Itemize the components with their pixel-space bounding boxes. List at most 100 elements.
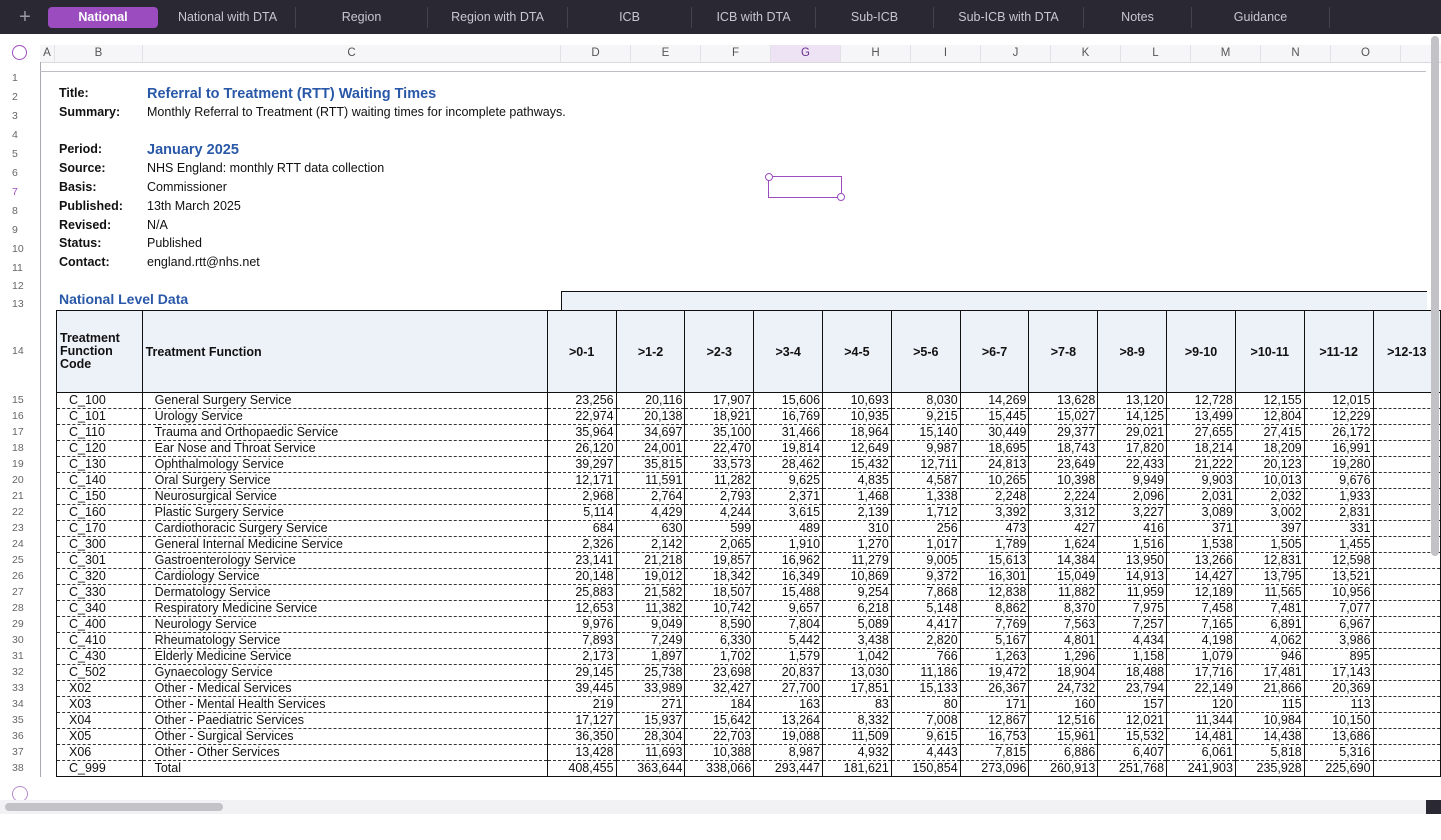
name-cell[interactable]: Other - Paediatric Services	[141, 712, 548, 729]
sheet-tab[interactable]: National	[48, 7, 158, 28]
name-cell[interactable]: Trauma and Orthopaedic Service	[141, 424, 548, 441]
sheet-tab[interactable]: Region	[296, 7, 428, 28]
value-cell-cut-off[interactable]	[1372, 600, 1441, 617]
value-cell[interactable]: 11,279	[822, 552, 892, 569]
value-cell[interactable]: 17,127	[546, 712, 617, 729]
value-cell[interactable]: 489	[753, 520, 824, 537]
value-cell[interactable]: 13,521	[1303, 568, 1374, 585]
code-cell[interactable]: X03	[56, 696, 143, 713]
value-cell[interactable]: 15,140	[890, 424, 961, 441]
value-cell[interactable]: 25,738	[615, 664, 686, 681]
value-cell[interactable]: 163	[753, 696, 824, 713]
value-cell[interactable]: 16,769	[753, 408, 824, 425]
value-cell[interactable]: 16,349	[753, 568, 824, 585]
column-header[interactable]: I	[911, 45, 981, 62]
value-cell[interactable]: 13,499	[1166, 408, 1236, 425]
row-header[interactable]: 8	[12, 205, 18, 217]
value-cell[interactable]: 4,443	[890, 744, 961, 761]
name-cell[interactable]: Total	[141, 760, 548, 777]
value-cell-cut-off[interactable]	[1372, 616, 1441, 633]
name-cell[interactable]: General Internal Medicine Service	[141, 536, 548, 553]
value-cell[interactable]: 15,027	[1028, 408, 1099, 425]
row-header[interactable]: 23	[12, 522, 24, 534]
value-cell[interactable]: 33,989	[615, 680, 686, 697]
value-cell[interactable]: 12,728	[1166, 392, 1236, 409]
row-header[interactable]: 19	[12, 458, 24, 470]
value-cell[interactable]: 12,598	[1303, 552, 1374, 569]
value-cell[interactable]: 427	[1028, 520, 1099, 537]
value-cell[interactable]: 1,702	[684, 648, 755, 665]
value-cell[interactable]: 34,697	[615, 424, 686, 441]
sheet-tab[interactable]: National with DTA	[160, 7, 296, 28]
value-cell[interactable]: 15,133	[890, 680, 961, 697]
value-cell[interactable]: 21,582	[615, 584, 686, 601]
value-cell[interactable]: 18,695	[959, 440, 1030, 457]
value-cell[interactable]: 1,789	[959, 536, 1030, 553]
value-cell[interactable]: 7,165	[1166, 616, 1236, 633]
value-cell[interactable]: 473	[959, 520, 1030, 537]
code-cell[interactable]: C_130	[56, 456, 143, 473]
value-cell[interactable]: 630	[615, 520, 686, 537]
value-cell[interactable]: 24,813	[959, 456, 1030, 473]
value-cell-cut-off[interactable]	[1372, 472, 1441, 489]
value-cell[interactable]: 35,100	[684, 424, 755, 441]
value-cell[interactable]: 2,248	[959, 488, 1030, 505]
value-cell[interactable]: 113	[1303, 696, 1374, 713]
selected-cell[interactable]	[765, 173, 845, 201]
value-cell[interactable]: 12,229	[1303, 408, 1374, 425]
value-cell[interactable]: 2,793	[684, 488, 755, 505]
value-cell[interactable]: 260,913	[1028, 760, 1099, 777]
value-cell[interactable]: 256	[890, 520, 961, 537]
column-header[interactable]: H	[841, 45, 911, 62]
value-cell-cut-off[interactable]	[1372, 648, 1441, 665]
value-cell[interactable]: 7,815	[959, 744, 1030, 761]
value-cell[interactable]: 1,505	[1234, 536, 1305, 553]
value-cell[interactable]: 1,158	[1097, 648, 1168, 665]
code-cell[interactable]: X02	[56, 680, 143, 697]
value-cell[interactable]: 19,814	[753, 440, 824, 457]
value-cell[interactable]: 6,967	[1303, 616, 1374, 633]
row-header[interactable]: 12	[12, 280, 24, 292]
code-cell[interactable]: C_340	[56, 600, 143, 617]
value-cell[interactable]: 2,820	[890, 632, 961, 649]
value-cell[interactable]: 2,096	[1097, 488, 1168, 505]
value-cell[interactable]: 10,013	[1234, 472, 1305, 489]
value-cell[interactable]: 3,438	[822, 632, 892, 649]
value-cell[interactable]: 408,455	[546, 760, 617, 777]
sheet-tab[interactable]: Guidance	[1192, 7, 1330, 28]
value-cell[interactable]: 17,820	[1097, 440, 1168, 457]
row-header[interactable]: 38	[12, 762, 24, 774]
value-cell[interactable]: 20,369	[1303, 680, 1374, 697]
value-cell[interactable]: 21,866	[1234, 680, 1305, 697]
value-cell[interactable]: 15,532	[1097, 728, 1168, 745]
value-cell-cut-off[interactable]	[1372, 456, 1441, 473]
value-cell-cut-off[interactable]	[1372, 744, 1441, 761]
value-cell[interactable]: 19,088	[753, 728, 824, 745]
vertical-scrollbar[interactable]	[1431, 36, 1439, 556]
value-cell[interactable]: 416	[1097, 520, 1168, 537]
value-cell[interactable]: 1,270	[822, 536, 892, 553]
selection-handle-top-left[interactable]	[765, 173, 773, 181]
value-cell[interactable]: 22,703	[684, 728, 755, 745]
code-cell[interactable]: C_999	[56, 760, 143, 777]
value-cell[interactable]: 15,642	[684, 712, 755, 729]
value-cell[interactable]: 157	[1097, 696, 1168, 713]
value-cell[interactable]: 26,172	[1303, 424, 1374, 441]
value-cell[interactable]: 10,935	[822, 408, 892, 425]
value-cell[interactable]: 12,653	[546, 600, 617, 617]
value-cell[interactable]: 2,968	[546, 488, 617, 505]
name-cell[interactable]: Oral Surgery Service	[141, 472, 548, 489]
name-cell[interactable]: Other - Other Services	[141, 744, 548, 761]
value-cell[interactable]: 31,466	[753, 424, 824, 441]
value-cell-cut-off[interactable]	[1372, 392, 1441, 409]
value-cell[interactable]: 1,712	[890, 504, 961, 521]
column-header[interactable]: K	[1051, 45, 1121, 62]
value-cell[interactable]: 26,120	[546, 440, 617, 457]
column-header[interactable]: B	[55, 45, 143, 62]
value-cell[interactable]: 1,897	[615, 648, 686, 665]
value-cell[interactable]: 4,801	[1028, 632, 1099, 649]
code-cell[interactable]: C_330	[56, 584, 143, 601]
value-cell[interactable]: 16,991	[1303, 440, 1374, 457]
value-cell-cut-off[interactable]	[1372, 584, 1441, 601]
value-cell[interactable]: 150,854	[890, 760, 961, 777]
